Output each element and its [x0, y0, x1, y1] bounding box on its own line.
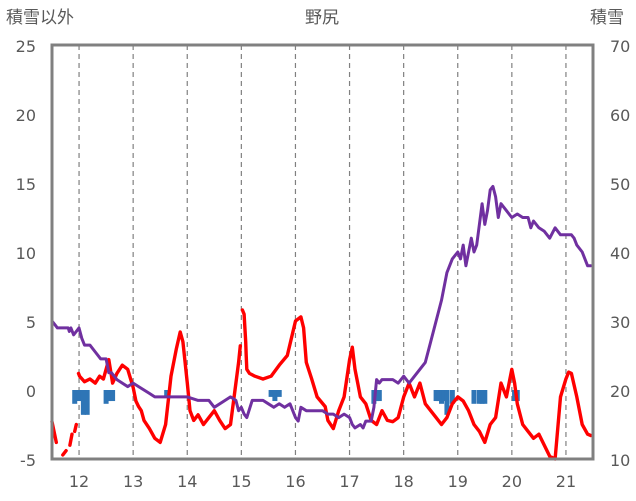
x-tick-label: 21: [556, 472, 576, 491]
left-tick-label: 10: [16, 244, 36, 263]
right-tick-label: 30: [610, 313, 630, 332]
left-tick-label: 25: [16, 37, 36, 56]
precipitation-bar: [449, 390, 455, 404]
left-tick-label: 0: [26, 382, 36, 401]
precipitation-bar: [84, 390, 90, 415]
left-tick-label: 5: [26, 313, 36, 332]
precipitation-bar: [441, 390, 447, 402]
precipitation-bar: [479, 390, 485, 404]
x-tick-label: 20: [502, 472, 522, 491]
x-tick-label: 12: [69, 472, 89, 491]
left-tick-label: 20: [16, 106, 36, 125]
precipitation-bar: [164, 390, 170, 397]
precipitation-bar: [272, 390, 278, 402]
x-tick-label: 15: [231, 472, 251, 491]
temperature-line: [50, 308, 593, 461]
precipitation-bar: [439, 390, 445, 404]
x-tick-label: 16: [285, 472, 305, 491]
x-tick-label: 19: [448, 472, 468, 491]
right-tick-label: 40: [610, 244, 630, 263]
precipitation-bar: [276, 390, 282, 397]
x-tick-label: 13: [123, 472, 143, 491]
precipitation-bar: [76, 390, 82, 402]
precipitation-bar: [376, 390, 382, 402]
right-tick-label: 20: [610, 382, 630, 401]
x-tick-label: 18: [393, 472, 413, 491]
plot-frame: [50, 43, 595, 461]
precipitation-bar: [72, 390, 78, 404]
right-tick-label: 50: [610, 175, 630, 194]
precipitation-bar: [106, 390, 112, 402]
left-axis-title: 積雪以外: [6, 8, 74, 28]
precipitation-bar: [80, 390, 86, 415]
precipitation-bar: [476, 390, 482, 404]
precipitation-bar: [374, 390, 380, 402]
precipitation-bar: [482, 390, 488, 404]
right-axis-title: 積雪: [590, 8, 624, 28]
precipitation-bar: [433, 390, 439, 402]
right-tick-label: 10: [610, 451, 630, 470]
x-tick-label: 14: [177, 472, 197, 491]
precipitation-bar: [436, 390, 442, 402]
precipitation-bar: [103, 390, 109, 404]
left-tick-label: 15: [16, 175, 36, 194]
precipitation-bar: [268, 390, 274, 397]
precipitation-bar: [471, 390, 477, 404]
right-tick-label: 60: [610, 106, 630, 125]
snow-depth-line: [50, 184, 593, 430]
precipitation-bar: [444, 390, 450, 415]
precipitation-bar: [110, 390, 116, 402]
right-tick-label: 70: [610, 37, 630, 56]
left-tick-label: -5: [20, 451, 36, 470]
chart-title: 野尻: [305, 8, 339, 28]
x-tick-label: 17: [339, 472, 359, 491]
